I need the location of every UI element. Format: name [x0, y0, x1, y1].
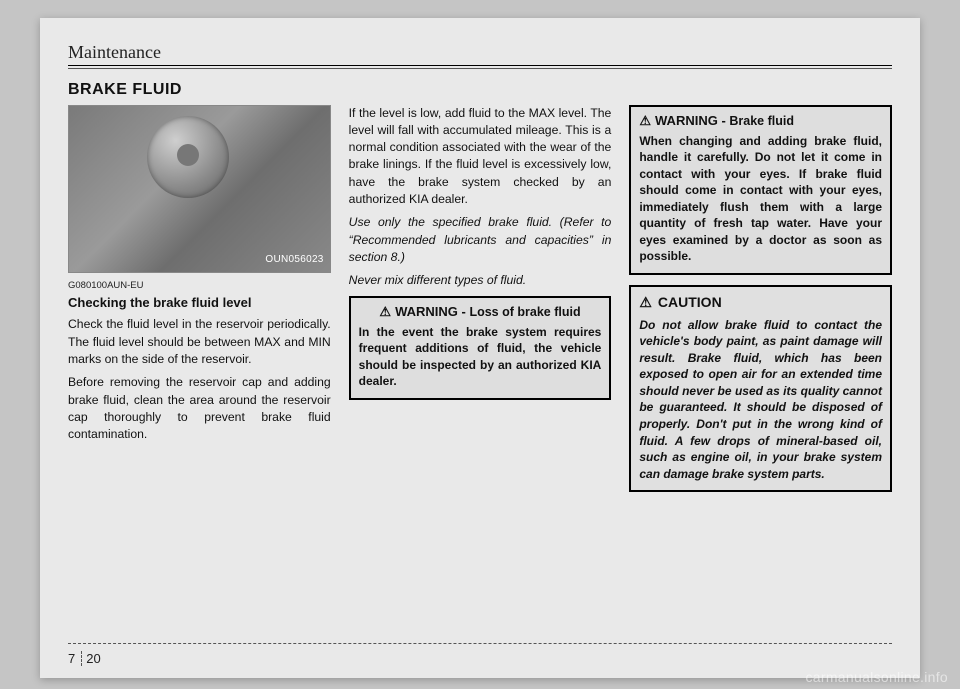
chapter-number: 7	[68, 651, 82, 666]
warning-subtitle: Brake fluid	[729, 114, 794, 128]
brake-reservoir-photo: OUN056023	[68, 105, 331, 273]
page-number-value: 20	[86, 651, 100, 666]
warning-title: ⚠ WARNING - Brake fluid	[639, 113, 882, 129]
chapter-title: Maintenance	[68, 42, 892, 63]
watermark: carmanualsonline.info	[806, 669, 949, 685]
warning-body: In the event the brake system requires f…	[359, 324, 602, 390]
warning-body: When changing and adding brake fluid, ha…	[639, 133, 882, 265]
warning-title: ⚠ WARNING - Loss of brake fluid	[359, 304, 602, 320]
paragraph: Check the fluid level in the reservoir p…	[68, 316, 331, 368]
photo-code: OUN056023	[265, 253, 323, 267]
paragraph-italic: Use only the specified brake fluid. (Ref…	[349, 214, 612, 266]
subheading: Checking the brake fluid level	[68, 294, 331, 312]
warning-icon: ⚠	[639, 113, 651, 128]
caution-title: ⚠ CAUTION	[639, 293, 882, 313]
reservoir-cap-center	[177, 144, 199, 166]
warning-icon: ⚠	[379, 304, 391, 319]
reference-code: G080100AUN-EU	[68, 279, 331, 292]
caution-body: Do not allow brake fluid to contact the …	[639, 317, 882, 482]
warning-label: WARNING -	[395, 304, 469, 319]
caution-box: ⚠ CAUTION Do not allow brake fluid to con…	[629, 285, 892, 492]
warning-label: WARNING -	[655, 113, 729, 128]
column-2: If the level is low, add fluid to the MA…	[349, 105, 612, 493]
rule	[68, 65, 892, 66]
section-heading: BRAKE FLUID	[68, 81, 892, 99]
paragraph: If the level is low, add fluid to the MA…	[349, 105, 612, 209]
column-1: OUN056023 G080100AUN-EU Checking the bra…	[68, 105, 331, 493]
caution-label: CAUTION	[658, 294, 722, 310]
caution-icon: ⚠	[639, 294, 652, 310]
column-3: ⚠ WARNING - Brake fluid When changing and…	[629, 105, 892, 493]
warning-box-brake-fluid: ⚠ WARNING - Brake fluid When changing and…	[629, 105, 892, 275]
warning-subtitle: Loss of brake fluid	[469, 305, 580, 319]
manual-page: Maintenance BRAKE FLUID OUN056023 G08010…	[40, 18, 920, 678]
footer-rule	[68, 643, 892, 644]
paragraph-italic: Never mix different types of fluid.	[349, 272, 612, 289]
paragraph: Before removing the reservoir cap and ad…	[68, 374, 331, 443]
rule	[68, 68, 892, 69]
three-column-layout: OUN056023 G080100AUN-EU Checking the bra…	[68, 105, 892, 493]
warning-box-loss-of-fluid: ⚠ WARNING - Loss of brake fluid In the ev…	[349, 296, 612, 400]
page-number: 7 20	[68, 651, 101, 666]
